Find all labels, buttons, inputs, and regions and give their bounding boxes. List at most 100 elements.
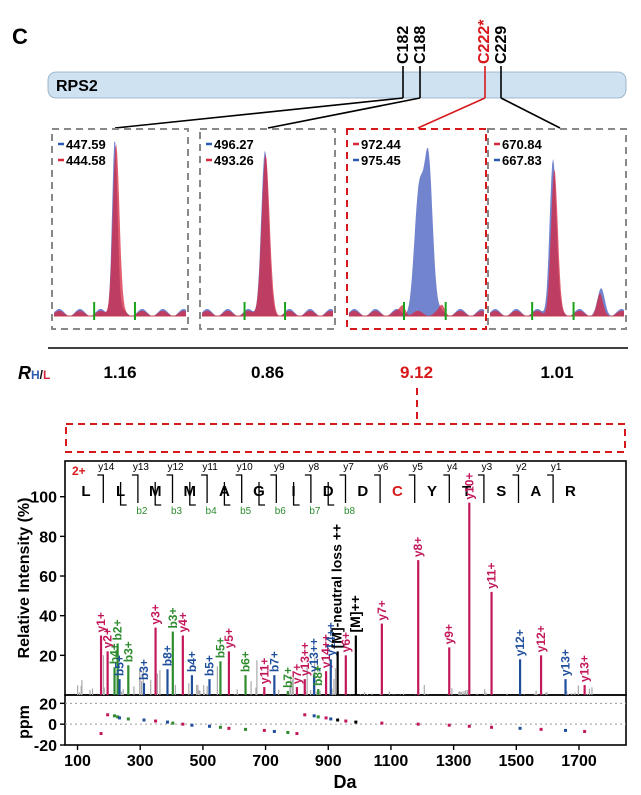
peak-label: y2+ — [101, 628, 115, 648]
ratio-label-r: R — [18, 363, 31, 383]
mass-legend-value: 975.45 — [361, 153, 401, 168]
peak-label: y13+ — [578, 655, 592, 682]
residue: T — [462, 483, 471, 500]
panel-letter: C — [12, 24, 28, 49]
ppm-point — [181, 722, 185, 726]
ratio-label: RH/L — [18, 363, 50, 383]
protein-bar — [47, 71, 627, 99]
y-cleavage-bracket — [131, 474, 139, 503]
connector-c229 — [500, 97, 561, 129]
residue: L — [81, 483, 90, 500]
peak-label: [M]++ — [347, 595, 363, 632]
b-cleavage-bracket — [223, 482, 231, 506]
ppm-point — [272, 729, 276, 733]
y-cleavage-bracket — [339, 474, 347, 503]
peak-label: b4+ — [185, 651, 199, 672]
y-axis-label: Relative Intensity (%) — [16, 498, 33, 659]
ppm-point — [354, 720, 358, 724]
y-ion-marker: y2 — [516, 462, 527, 473]
mass-legend-value: 447.59 — [66, 137, 106, 152]
peak-label: y5+ — [222, 628, 236, 648]
b-cleavage-bracket — [292, 482, 300, 506]
peak-label: y14++ — [324, 622, 338, 656]
ppm-point — [564, 728, 568, 732]
b-ion-marker: b2 — [136, 506, 148, 517]
ppm-point — [190, 723, 194, 727]
ppm-point — [165, 720, 169, 724]
light-trace — [202, 154, 333, 316]
peak-label: y11+ — [257, 658, 271, 684]
highlight-bracket — [65, 423, 626, 453]
y-ion-marker: y1 — [551, 462, 562, 473]
ratio-value: 1.16 — [103, 363, 136, 382]
residue: D — [357, 483, 368, 500]
y-tick-label: 40 — [39, 609, 57, 626]
peak-label: y13++ — [298, 642, 312, 676]
y-cleavage-bracket — [547, 474, 554, 503]
peak-label: y11+ — [485, 563, 499, 589]
mass-legend-value: 667.83 — [502, 153, 542, 168]
y-cleavage-bracket — [235, 474, 243, 503]
ppm-tick-label: -20 — [34, 738, 57, 755]
ppm-point — [329, 717, 333, 721]
peak-label: b8+ — [160, 645, 174, 666]
ratio-label-h: H — [31, 368, 40, 382]
ppm-point — [344, 719, 348, 723]
peak-label: y4+ — [176, 612, 190, 632]
ppm-point — [207, 724, 211, 728]
ppm-plot: 20 0 -20 — [34, 696, 626, 755]
ppm-point — [244, 727, 248, 731]
peak-label: y13++ — [307, 638, 321, 672]
peak-label: b5+ — [113, 655, 127, 676]
y-cleavage-bracket — [97, 474, 104, 503]
ppm-point — [99, 732, 103, 736]
ppm-point — [380, 721, 384, 725]
x-tick-label: 300 — [127, 753, 154, 770]
ppm-point — [490, 725, 494, 729]
ppm-point — [154, 719, 158, 723]
residue: C — [392, 483, 403, 500]
y-ion-marker: y6 — [378, 462, 389, 473]
y-ion-marker: y9 — [274, 462, 285, 473]
heavy-trace — [349, 148, 484, 316]
ppm-point — [116, 715, 120, 719]
ppm-point — [126, 717, 130, 721]
peak-label: y12+ — [513, 629, 527, 656]
y-cleavage-bracket — [304, 474, 312, 503]
peak-label: y6+ — [339, 632, 353, 652]
x-tick-label: 100 — [64, 753, 91, 770]
mass-legend-value: 444.58 — [66, 153, 106, 168]
y-ion-marker: y7 — [343, 462, 354, 473]
y-ion-marker: y10 — [237, 462, 254, 473]
y-ion-marker: y14 — [98, 462, 115, 473]
b-cleavage-bracket — [119, 482, 127, 506]
x-tick-label: 1300 — [436, 753, 472, 770]
y-ion-marker: y13 — [133, 462, 150, 473]
peak-label: y7+ — [375, 600, 389, 620]
x-tick-label: 1100 — [374, 753, 409, 770]
peak-label: b3+ — [166, 608, 180, 629]
y-ion-marker: y11 — [202, 462, 218, 473]
peak-label: b3+ — [121, 641, 135, 662]
site-label-c229: C229 — [493, 26, 510, 64]
site-label-c182: C182 — [395, 26, 412, 64]
y-ion-marker: y12 — [167, 462, 184, 473]
peak-label: y7+ — [290, 664, 304, 684]
peak-label: y13+ — [559, 649, 573, 676]
ppm-tick-label: 0 — [48, 717, 57, 734]
residue: Y — [427, 483, 437, 500]
site-marker-lines — [114, 66, 561, 129]
charge-label: 2+ — [72, 464, 86, 478]
residue: A — [530, 483, 541, 500]
spectrum-plot: 20 40 60 80 100 100 300 500 700 900 1100 1300 1500 17… — [30, 473, 597, 770]
residue: S — [496, 483, 506, 500]
ppm-point — [171, 721, 175, 725]
light-trace — [490, 169, 624, 316]
y-ion-marker: y3 — [482, 462, 493, 473]
mass-legend-value: 972.44 — [361, 137, 402, 152]
ratio-label-l: L — [43, 368, 50, 382]
